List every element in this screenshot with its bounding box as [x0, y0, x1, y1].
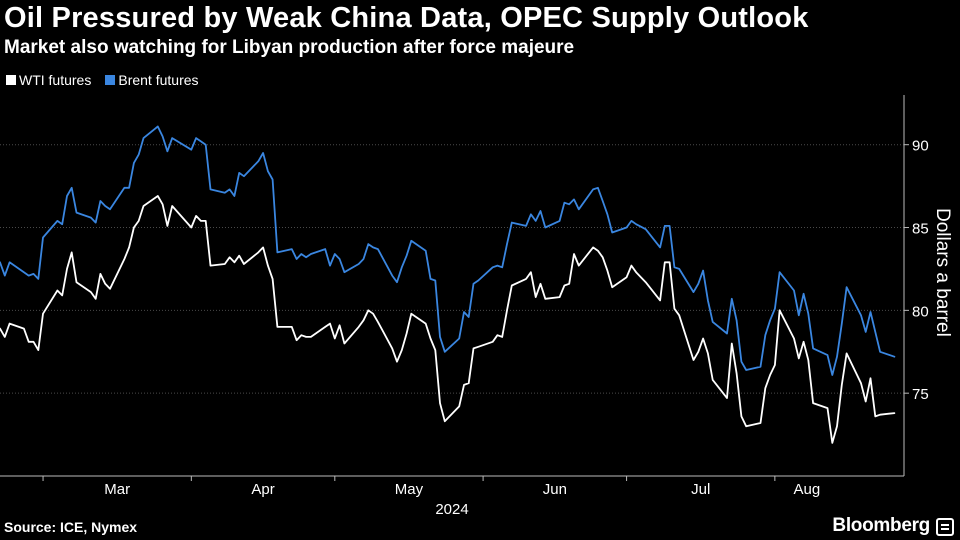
x-axis-label: 2024 [435, 501, 468, 518]
y-axis-label: Dollars a barrel [932, 208, 953, 337]
y-tick-label: 90 [912, 138, 929, 155]
x-tick-label: Jun [543, 481, 567, 498]
x-tick-label: Mar [104, 481, 130, 498]
source-note: Source: ICE, Nymex [4, 519, 138, 535]
y-tick-label: 80 [912, 303, 929, 320]
chart-title: Oil Pressured by Weak China Data, OPEC S… [4, 2, 809, 34]
y-tick-label: 85 [912, 221, 929, 238]
x-tick-label: Aug [794, 481, 821, 498]
x-tick-label: Jul [691, 481, 710, 498]
series-line-wti [0, 195, 896, 444]
bloomberg-mark-icon [936, 518, 954, 536]
series-line-brent [0, 125, 896, 376]
legend-item-wti: WTI futures [6, 72, 91, 88]
x-tick-label: May [395, 481, 424, 498]
y-tick-label: 75 [912, 386, 929, 403]
x-tick-label: Apr [251, 481, 274, 498]
bloomberg-logo: Bloomberg [832, 515, 930, 536]
legend-swatch-wti [6, 75, 16, 85]
legend-label-brent: Brent futures [118, 72, 199, 88]
legend-label-wti: WTI futures [19, 72, 92, 88]
chart-subtitle: Market also watching for Libyan producti… [4, 37, 575, 58]
chart-legend: WTI futures Brent futures [6, 72, 199, 88]
legend-swatch-brent [105, 75, 116, 85]
legend-item-brent: Brent futures [105, 72, 199, 88]
